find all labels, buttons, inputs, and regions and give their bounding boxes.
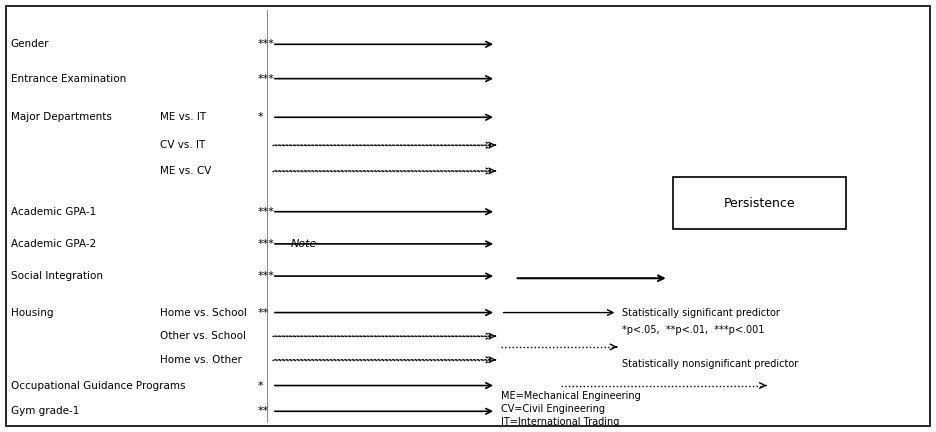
Text: Statistically nonsignificant predictor: Statistically nonsignificant predictor xyxy=(622,359,798,369)
Text: Major Departments: Major Departments xyxy=(10,112,111,122)
Text: Gym grade-1: Gym grade-1 xyxy=(10,407,80,416)
Text: Note: Note xyxy=(291,239,317,249)
Text: Persistence: Persistence xyxy=(724,197,796,210)
Text: ME vs. CV: ME vs. CV xyxy=(160,166,212,176)
Text: Academic GPA-2: Academic GPA-2 xyxy=(10,239,96,249)
Text: *: * xyxy=(258,112,264,122)
Text: ***: *** xyxy=(258,206,275,217)
FancyBboxPatch shape xyxy=(673,178,846,229)
Text: ***: *** xyxy=(258,39,275,49)
Text: Entrance Examination: Entrance Examination xyxy=(10,73,126,84)
Text: ***: *** xyxy=(258,271,275,281)
Text: CV vs. IT: CV vs. IT xyxy=(160,140,205,150)
Text: Home vs. School: Home vs. School xyxy=(160,308,247,318)
Text: ME vs. IT: ME vs. IT xyxy=(160,112,206,122)
Text: **: ** xyxy=(258,308,270,318)
Text: Statistically significant predictor: Statistically significant predictor xyxy=(622,308,780,318)
Text: ***: *** xyxy=(258,73,275,84)
Text: *p<.05,  **p<.01,  ***p<.001: *p<.05, **p<.01, ***p<.001 xyxy=(622,325,765,335)
Text: ***: *** xyxy=(258,239,275,249)
Text: Social Integration: Social Integration xyxy=(10,271,103,281)
Text: *: * xyxy=(258,381,264,391)
Text: Gender: Gender xyxy=(10,39,50,49)
Text: Academic GPA-1: Academic GPA-1 xyxy=(10,206,96,217)
Text: Housing: Housing xyxy=(10,308,53,318)
Text: CV=Civil Engineering: CV=Civil Engineering xyxy=(501,404,605,414)
Text: Home vs. Other: Home vs. Other xyxy=(160,355,241,365)
Text: **: ** xyxy=(258,407,270,416)
Text: IT=International Trading: IT=International Trading xyxy=(501,417,619,427)
Text: ME=Mechanical Engineering: ME=Mechanical Engineering xyxy=(501,391,640,401)
Text: Other vs. School: Other vs. School xyxy=(160,331,246,341)
Text: Occupational Guidance Programs: Occupational Guidance Programs xyxy=(10,381,185,391)
